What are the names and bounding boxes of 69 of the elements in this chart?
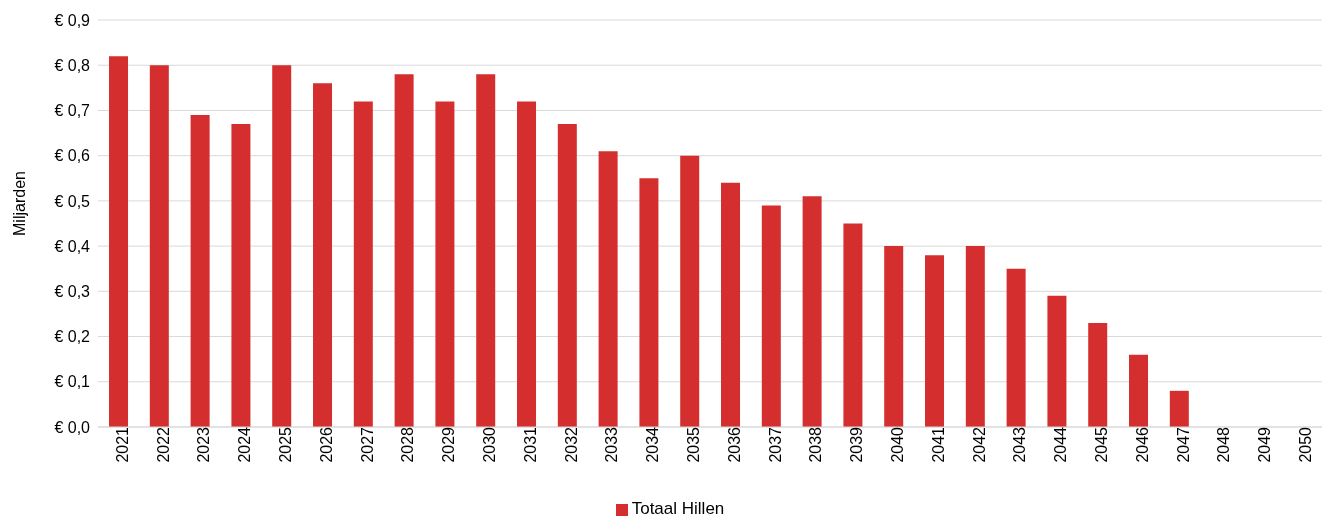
bar bbox=[680, 155, 700, 427]
bar bbox=[965, 246, 985, 427]
x-tick-label: 2043 bbox=[1011, 426, 1029, 463]
x-tick-label: 2042 bbox=[970, 426, 988, 463]
y-tick-label: € 0,1 bbox=[54, 373, 91, 391]
bar bbox=[476, 74, 496, 427]
bar bbox=[639, 178, 659, 427]
bar bbox=[353, 101, 373, 427]
x-tick-label: 2039 bbox=[848, 426, 866, 463]
x-tick-label: 2027 bbox=[358, 426, 376, 463]
bar bbox=[721, 182, 741, 427]
bar bbox=[1006, 268, 1026, 427]
x-tick-label: 2036 bbox=[725, 426, 743, 463]
y-axis-title: Miljarden bbox=[10, 171, 28, 236]
bar bbox=[149, 65, 169, 427]
x-tick-label: 2028 bbox=[399, 426, 417, 463]
y-tick-label: € 0,7 bbox=[54, 102, 91, 120]
bar bbox=[598, 151, 618, 427]
bar bbox=[435, 101, 455, 427]
x-tick-label: 2046 bbox=[1133, 426, 1151, 463]
bar bbox=[1169, 390, 1189, 427]
bar bbox=[231, 124, 251, 427]
y-tick-label: € 0,4 bbox=[54, 237, 91, 255]
x-tick-label: 2033 bbox=[603, 426, 621, 463]
x-tick-label: 2040 bbox=[888, 426, 906, 463]
y-tick-label: € 0,8 bbox=[54, 56, 91, 74]
y-tick-label: € 0,5 bbox=[54, 192, 91, 210]
x-tick-label: 2035 bbox=[684, 426, 702, 463]
x-tick-label: 2021 bbox=[113, 426, 131, 463]
x-tick-label: 2031 bbox=[521, 426, 539, 463]
bar bbox=[761, 205, 781, 427]
bar bbox=[517, 101, 537, 427]
x-tick-label: 2048 bbox=[1215, 426, 1233, 463]
bar bbox=[1129, 354, 1149, 427]
y-tick-label: € 0,3 bbox=[54, 283, 91, 301]
y-tick-label: € 0,9 bbox=[54, 11, 91, 29]
x-tick-label: 2030 bbox=[480, 426, 498, 463]
bar bbox=[394, 74, 414, 427]
bar bbox=[1047, 295, 1067, 427]
bar bbox=[190, 114, 210, 427]
x-tick-label: 2025 bbox=[276, 426, 294, 463]
x-tick-label: 2029 bbox=[440, 426, 458, 463]
x-tick-label: 2024 bbox=[236, 426, 254, 463]
y-tick-label: € 0,6 bbox=[54, 147, 91, 165]
x-tick-label: 2034 bbox=[644, 426, 662, 463]
x-tick-label: 2026 bbox=[317, 426, 335, 463]
bar bbox=[272, 65, 292, 427]
x-tick-label: 2049 bbox=[1256, 426, 1274, 463]
x-tick-label: 2023 bbox=[195, 426, 213, 463]
x-tick-label: 2022 bbox=[154, 426, 172, 463]
x-tick-label: 2032 bbox=[562, 426, 580, 463]
bar bbox=[884, 246, 904, 427]
bar bbox=[1088, 322, 1108, 427]
bar bbox=[843, 223, 863, 427]
x-tick-label: 2044 bbox=[1052, 426, 1070, 463]
bar bbox=[802, 196, 822, 427]
x-tick-label: 2041 bbox=[929, 426, 947, 463]
x-tick-label: 2038 bbox=[807, 426, 825, 463]
bar bbox=[557, 124, 577, 427]
y-tick-label: € 0,2 bbox=[54, 328, 91, 346]
x-tick-label: 2045 bbox=[1092, 426, 1110, 463]
x-tick-label: 2037 bbox=[766, 426, 784, 463]
legend-label: Totaal Hillen bbox=[631, 499, 725, 518]
y-tick-label: € 0,0 bbox=[54, 418, 91, 436]
bar bbox=[109, 56, 129, 427]
x-tick-label: 2047 bbox=[1174, 426, 1192, 463]
bar bbox=[925, 255, 945, 427]
bar bbox=[313, 83, 333, 427]
x-tick-label: 2050 bbox=[1296, 426, 1314, 463]
